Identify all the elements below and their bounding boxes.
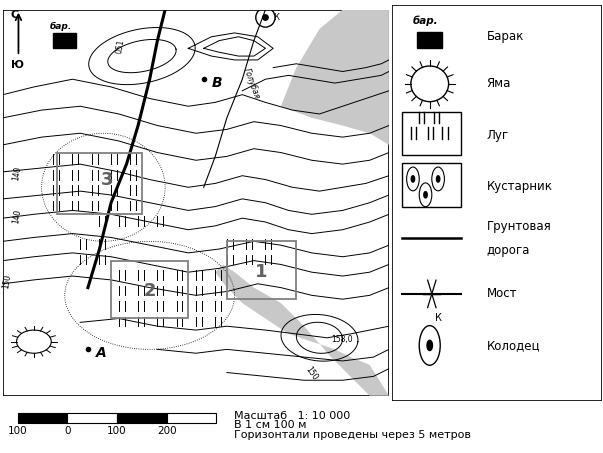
Text: бар.: бар. [49,22,72,31]
Bar [402,111,461,155]
Polygon shape [417,32,443,48]
Text: 100: 100 [8,426,28,436]
Bar [18,413,68,423]
Text: Барак: Барак [487,30,524,43]
Text: 150: 150 [1,274,13,289]
Polygon shape [281,10,389,145]
Text: дорога: дорога [487,244,530,257]
Text: 158,0: 158,0 [331,335,353,344]
Circle shape [437,176,440,182]
Text: В 1 см 100 м: В 1 см 100 м [234,420,307,430]
Text: Колодец: Колодец [487,339,540,352]
Bar [166,413,216,423]
Text: 140: 140 [11,166,22,182]
Text: 051: 051 [115,39,126,54]
Polygon shape [215,265,389,395]
Text: 150: 150 [304,365,320,382]
Text: А: А [96,346,106,360]
Ellipse shape [16,330,51,353]
Text: Мост: Мост [487,287,517,300]
Bar [227,241,296,299]
Bar [117,413,166,423]
Text: Яма: Яма [487,77,511,90]
Text: бар.: бар. [412,15,438,26]
Text: К: К [435,313,441,323]
Text: 200: 200 [157,426,177,436]
Bar [111,260,188,318]
Text: В: В [212,76,222,90]
Polygon shape [3,10,389,395]
Bar [68,413,117,423]
Text: 3: 3 [101,171,113,188]
Text: Луг: Луг [487,129,508,142]
Text: 1: 1 [255,263,268,281]
Polygon shape [392,5,602,401]
Circle shape [424,192,427,198]
Text: 2: 2 [144,283,156,300]
Polygon shape [53,33,77,48]
Bar [57,153,142,214]
Text: Ю: Ю [11,60,24,70]
Text: 140: 140 [11,208,22,224]
Text: С: С [11,10,19,20]
Text: Масштаб   1: 10 000: Масштаб 1: 10 000 [234,411,350,421]
Text: Кустарник: Кустарник [487,180,552,193]
Text: К: К [273,13,279,22]
Text: Горизонтали проведены через 5 метров: Горизонтали проведены через 5 метров [234,430,471,440]
Text: 0: 0 [65,426,71,436]
Text: Голубая: Голубая [242,67,262,101]
Circle shape [427,340,432,351]
Circle shape [411,176,415,182]
Circle shape [263,15,268,20]
Text: Грунтовая: Грунтовая [487,220,551,233]
Bar [402,163,461,207]
Ellipse shape [411,66,449,101]
Text: 100: 100 [107,426,127,436]
